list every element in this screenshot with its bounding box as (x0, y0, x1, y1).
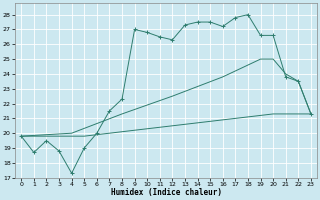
X-axis label: Humidex (Indice chaleur): Humidex (Indice chaleur) (111, 188, 221, 197)
